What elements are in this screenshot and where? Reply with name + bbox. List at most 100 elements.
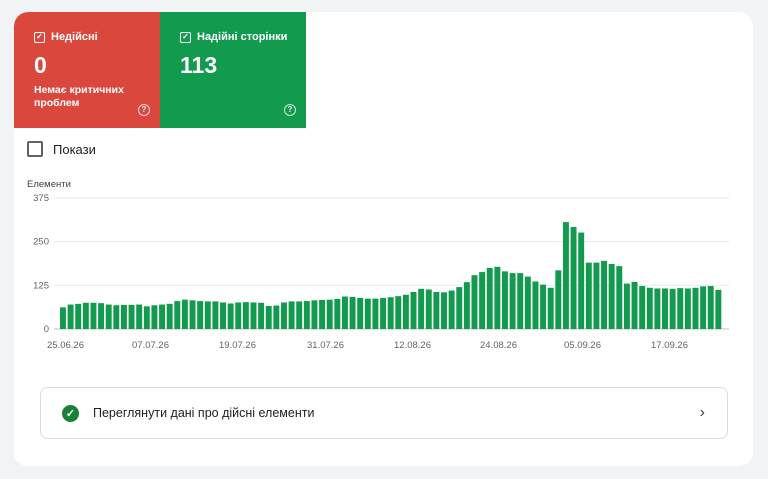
chart-bar bbox=[281, 302, 287, 329]
chart-bar bbox=[677, 288, 684, 329]
help-icon[interactable]: ? bbox=[138, 104, 150, 116]
chart-bar bbox=[311, 300, 318, 329]
chart-bar bbox=[517, 273, 524, 329]
chart-bar bbox=[524, 276, 531, 329]
checkbox-checked-icon[interactable]: ✓ bbox=[34, 31, 45, 43]
chart-bar bbox=[166, 303, 173, 329]
chart-bar bbox=[585, 262, 592, 329]
chart-bar bbox=[60, 307, 66, 329]
invalid-subtitle: Немає критичних проблем bbox=[34, 84, 124, 109]
chart-bar bbox=[669, 288, 676, 329]
chart-bar bbox=[601, 260, 608, 329]
chart-bar bbox=[273, 305, 280, 329]
y-tick-label: 0 bbox=[44, 324, 49, 335]
chart-bar bbox=[562, 222, 569, 329]
chart-bar bbox=[395, 296, 402, 329]
chart-bar bbox=[540, 284, 547, 329]
chart-bar bbox=[212, 301, 219, 329]
chart-bar bbox=[189, 300, 196, 329]
x-tick-label: 12.08.26 bbox=[394, 340, 431, 351]
chart-bar bbox=[425, 289, 432, 329]
chart-bar bbox=[128, 304, 135, 329]
y-tick-label: 250 bbox=[33, 237, 49, 248]
chart-bar bbox=[463, 282, 470, 329]
view-valid-items-label: Переглянути дані про дійсні елементи bbox=[93, 406, 315, 420]
impressions-toggle[interactable]: Покази bbox=[27, 141, 96, 157]
x-tick-label: 25.06.26 bbox=[47, 340, 84, 351]
chart-bar bbox=[494, 266, 501, 329]
chart-bar bbox=[593, 262, 600, 329]
chart-bar bbox=[707, 286, 714, 329]
chart-bar bbox=[181, 299, 188, 329]
checkbox-checked-icon[interactable]: ✓ bbox=[180, 31, 191, 43]
invalid-tile[interactable]: ✓ Недійсні 0 Немає критичних проблем ? bbox=[14, 12, 160, 128]
x-tick-label: 17.09.26 bbox=[651, 340, 688, 351]
chart-bar bbox=[456, 287, 463, 329]
chart-bar bbox=[75, 303, 82, 329]
bar-chart: 375 250 125 0 25.06.26 07.07.26 19.07.26 31.07.… bbox=[33, 193, 729, 351]
valid-count: 113 bbox=[180, 52, 218, 78]
x-tick-label: 31.07.26 bbox=[307, 340, 344, 351]
chart-bar bbox=[684, 288, 691, 329]
view-valid-items-row[interactable]: ✓ Переглянути дані про дійсні елементи › bbox=[40, 387, 728, 439]
chart-bar bbox=[372, 298, 379, 329]
chart-bar bbox=[349, 296, 356, 329]
chart-bar bbox=[364, 298, 371, 329]
chart-bar bbox=[197, 301, 204, 329]
chart-bar bbox=[700, 286, 707, 329]
chart-bar bbox=[220, 302, 226, 329]
chart-bar bbox=[623, 283, 630, 329]
chart-bar bbox=[532, 281, 539, 329]
checkbox-unchecked-icon[interactable] bbox=[27, 141, 43, 157]
chart-bar bbox=[120, 304, 127, 329]
chart-bar bbox=[441, 292, 447, 329]
coverage-card: ✓ Недійсні 0 Немає критичних проблем ? ✓… bbox=[14, 12, 753, 466]
chart-bar bbox=[418, 288, 425, 329]
x-tick-label: 05.09.26 bbox=[564, 340, 601, 351]
chart-bar bbox=[113, 305, 120, 329]
chart-bar bbox=[692, 287, 699, 329]
chart-bar bbox=[502, 271, 508, 329]
valid-tile-label: Надійні сторінки bbox=[197, 31, 288, 43]
chart-bar bbox=[258, 302, 265, 329]
chart-bar bbox=[509, 273, 516, 329]
chart-bar bbox=[631, 281, 638, 329]
x-tick-label: 07.07.26 bbox=[132, 340, 169, 351]
chart-bar bbox=[341, 296, 348, 329]
chart-bar bbox=[547, 287, 554, 329]
chart-bar bbox=[174, 301, 181, 329]
chart-bar bbox=[479, 272, 486, 329]
chart-bar bbox=[143, 306, 150, 329]
chart-bar bbox=[357, 297, 364, 329]
chart-bar bbox=[288, 301, 295, 329]
chart-bar bbox=[402, 294, 409, 329]
invalid-tile-header: ✓ Недійсні bbox=[34, 31, 98, 43]
chart-bar bbox=[433, 291, 440, 329]
chart-bar bbox=[646, 287, 653, 329]
chart-bar bbox=[448, 290, 455, 329]
chart-bar bbox=[235, 302, 242, 329]
chart-bar bbox=[578, 232, 585, 329]
chart-bar bbox=[296, 301, 303, 329]
x-tick-label: 19.07.26 bbox=[219, 340, 256, 351]
chart-bar bbox=[319, 300, 326, 329]
chart-bar bbox=[639, 286, 646, 329]
valid-tile[interactable]: ✓ Надійні сторінки 113 ? bbox=[160, 12, 306, 128]
chevron-right-icon[interactable]: › bbox=[699, 404, 705, 421]
impressions-label: Покази bbox=[53, 141, 96, 157]
chart-bar bbox=[242, 302, 249, 329]
chart-bar bbox=[67, 304, 74, 329]
invalid-tile-label: Недійсні bbox=[51, 31, 98, 43]
chart-bar bbox=[662, 288, 668, 329]
chart-bar bbox=[380, 297, 387, 329]
y-tick-label: 125 bbox=[33, 280, 49, 291]
chart-bar bbox=[570, 226, 577, 329]
chart-bar bbox=[204, 301, 211, 329]
chart-bar bbox=[82, 302, 89, 329]
chart-bar bbox=[250, 302, 257, 329]
chart-bar bbox=[616, 266, 623, 329]
help-icon[interactable]: ? bbox=[284, 104, 296, 116]
chart-bar bbox=[90, 302, 97, 329]
chart-bar bbox=[486, 267, 493, 329]
chart-bar bbox=[227, 303, 234, 329]
